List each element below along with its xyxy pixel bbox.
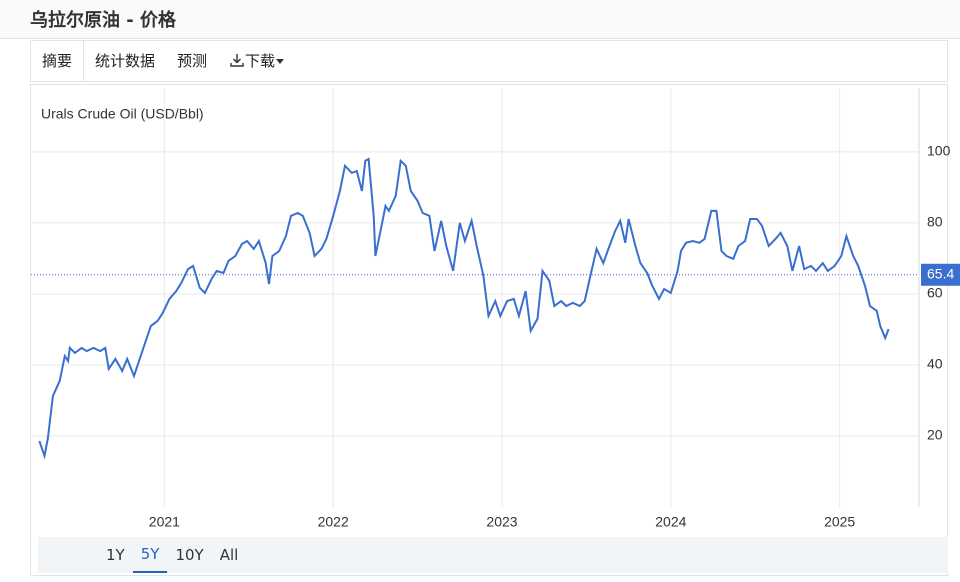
range-button[interactable]: 10Y [167, 537, 211, 573]
tab-label: 预测 [177, 52, 208, 70]
tab-label: 统计数据 [95, 52, 156, 70]
chart: Urals Crude Oil (USD/Bbl) 20 40 60 80 100 202… [31, 88, 960, 530]
y-tick-label: 80 [927, 214, 943, 230]
x-tick-label: 2022 [318, 514, 349, 530]
range-button-label: 5Y [140, 545, 160, 563]
reference-label-box [921, 263, 960, 286]
range-button[interactable]: 1Y [98, 537, 133, 573]
tab[interactable]: 下载 [218, 41, 296, 81]
x-tick-label: 2021 [149, 514, 180, 530]
y-tick-label: 20 [927, 427, 943, 443]
reference-label: 65.4 [927, 265, 954, 281]
range-button-label: 10Y [175, 546, 204, 564]
y-tick-label: 100 [927, 143, 951, 159]
tab-bar: 摘要 统计数据 预测 下载 [30, 40, 948, 82]
x-tick-label: 2024 [655, 514, 686, 530]
range-button[interactable]: 5Y [132, 537, 168, 573]
chart-title: Urals Crude Oil (USD/Bbl) [41, 106, 204, 122]
y-tick-label: 60 [927, 285, 943, 301]
tab[interactable]: 统计数据 [84, 41, 166, 81]
header: 乌拉尔原油 - 价格 [0, 0, 960, 39]
price-line [38, 157, 890, 460]
page-title: 乌拉尔原油 - 价格 [30, 10, 177, 31]
tab-label: 下载 [245, 52, 276, 70]
y-tick-label: 40 [927, 356, 943, 372]
range-button-label: All [219, 546, 239, 564]
tab[interactable]: 摘要 [31, 41, 85, 81]
tab-label: 摘要 [42, 52, 73, 70]
tab[interactable]: 预测 [166, 41, 218, 81]
range-bar: 1Y 5Y 10Y All [38, 537, 948, 573]
dropdown-caret [276, 59, 285, 64]
range-button-label: 1Y [106, 546, 125, 564]
x-tick-label: 2023 [486, 514, 517, 530]
download-icon [230, 54, 244, 67]
x-tick-label: 2025 [824, 514, 855, 530]
chart-container: Urals Crude Oil (USD/Bbl) 20 40 60 80 100 202… [30, 84, 960, 576]
range-button[interactable]: All [212, 537, 247, 573]
